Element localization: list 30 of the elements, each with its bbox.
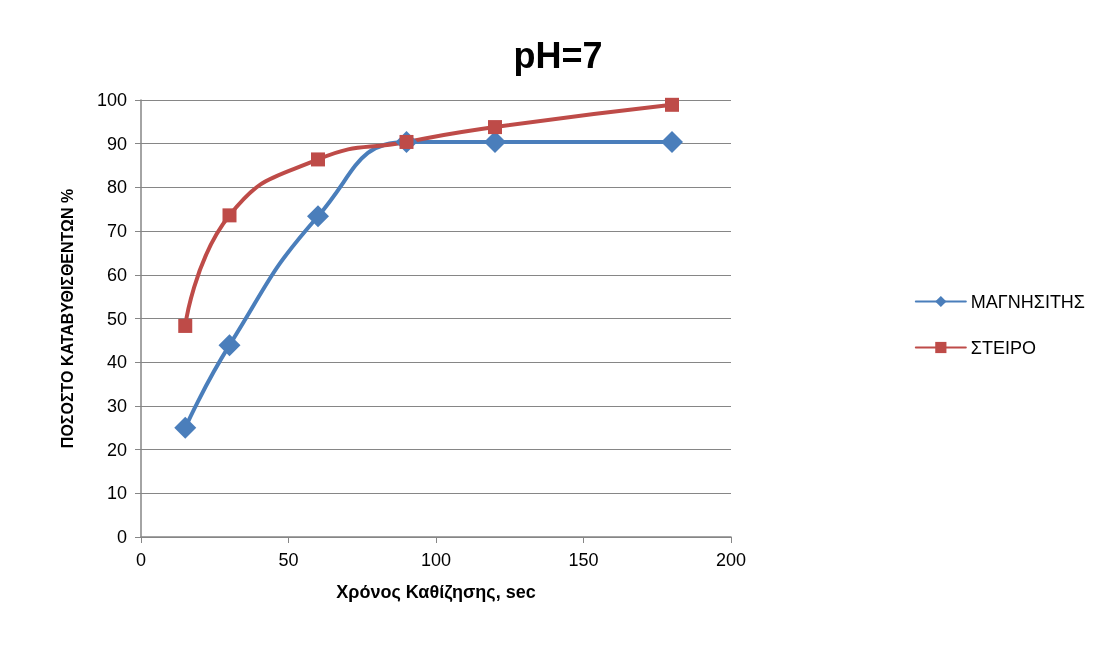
point: [218, 334, 241, 357]
point: [174, 416, 197, 439]
legend-label: ΣΤΕΙΡΟ: [970, 337, 1036, 358]
point: [222, 208, 237, 223]
point: [311, 152, 325, 167]
y-tick-label: 10: [106, 483, 127, 504]
legend-label: ΜΑΓΝΗΣΙΤΗΣ: [970, 291, 1086, 312]
x-tick-label: 100: [420, 550, 452, 570]
y-tick-label: 60: [106, 264, 127, 285]
y-tick-label: 40: [106, 352, 127, 373]
x-tick-label: 200: [715, 550, 747, 570]
chart-title: pH=7: [513, 34, 603, 76]
point: [488, 120, 502, 135]
point: [307, 205, 329, 228]
point: [661, 130, 683, 153]
y-axis-title: ΠΟΣΟΣΤΟ ΚΑΤΑΒΥΘΙΣΘΕΝΤΩΝ %: [58, 188, 76, 449]
point: [178, 318, 193, 333]
y-tick-label: 20: [106, 439, 127, 460]
x-tick-label: 0: [135, 550, 147, 570]
x-tick-label: 50: [278, 550, 299, 570]
y-tick-label: 70: [106, 221, 127, 242]
y-tick-label: 100: [96, 90, 127, 110]
y-tick-label: 50: [106, 308, 127, 329]
point: [665, 97, 679, 112]
y-tick-label: 90: [106, 133, 127, 154]
y-tick-label: 80: [106, 177, 127, 198]
y-tick-label: 30: [106, 395, 127, 416]
x-tick-label: 150: [568, 550, 599, 570]
x-axis-title: Χρόνος Καθίζησης, sec: [336, 582, 536, 603]
y-tick-label: 0: [116, 527, 127, 547]
